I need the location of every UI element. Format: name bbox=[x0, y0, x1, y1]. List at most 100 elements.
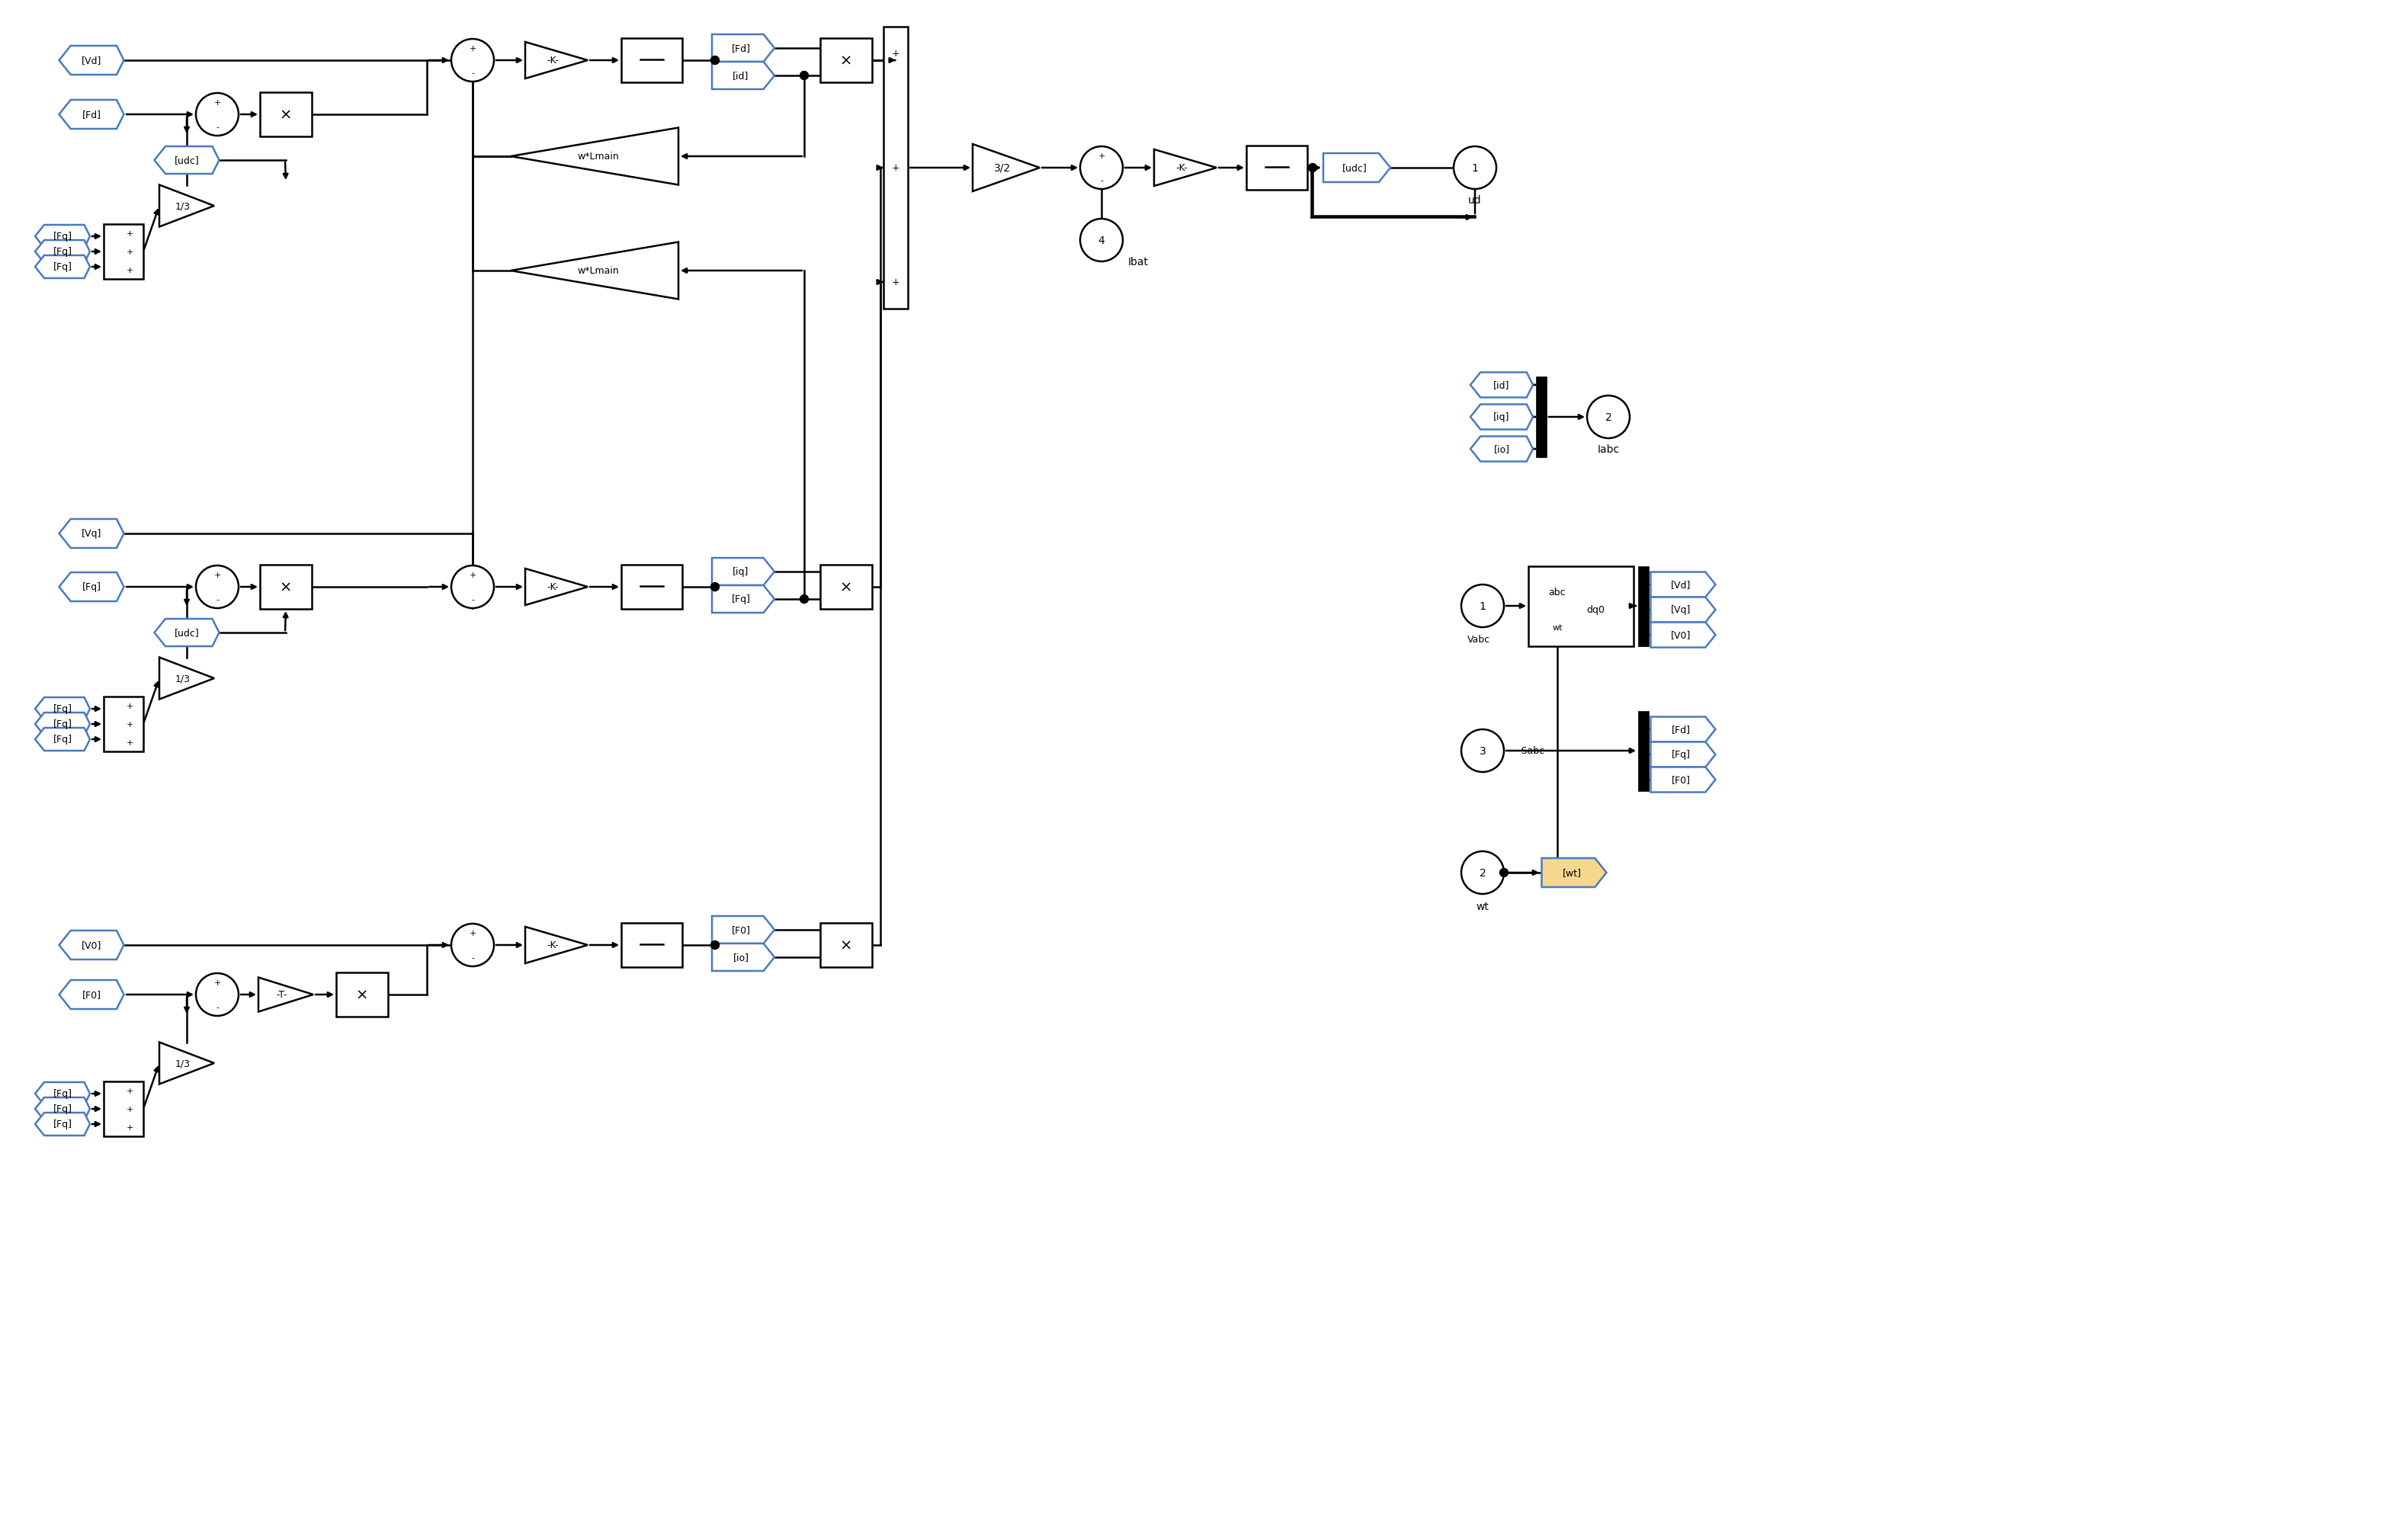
Polygon shape bbox=[1652, 573, 1714, 597]
Circle shape bbox=[1081, 220, 1122, 261]
Text: [udc]: [udc] bbox=[1341, 163, 1368, 173]
Polygon shape bbox=[1324, 154, 1389, 183]
FancyBboxPatch shape bbox=[260, 93, 311, 138]
Text: abc: abc bbox=[1548, 588, 1565, 597]
Circle shape bbox=[1462, 585, 1505, 628]
Polygon shape bbox=[36, 698, 89, 721]
Polygon shape bbox=[1652, 767, 1714, 793]
Text: 3/2: 3/2 bbox=[995, 163, 1011, 174]
Polygon shape bbox=[36, 241, 89, 263]
Polygon shape bbox=[1652, 597, 1714, 623]
Text: s: s bbox=[648, 593, 655, 604]
Text: +: + bbox=[125, 1086, 132, 1094]
FancyBboxPatch shape bbox=[621, 923, 681, 967]
Polygon shape bbox=[60, 981, 123, 1010]
FancyBboxPatch shape bbox=[621, 38, 681, 83]
Text: w*Lmain: w*Lmain bbox=[578, 151, 619, 162]
Circle shape bbox=[799, 72, 809, 81]
Text: +: + bbox=[891, 163, 901, 173]
Text: -: - bbox=[472, 69, 474, 76]
Text: s: s bbox=[1274, 174, 1281, 185]
FancyBboxPatch shape bbox=[104, 697, 144, 752]
Circle shape bbox=[1308, 163, 1317, 173]
Text: ud: ud bbox=[1469, 196, 1481, 206]
Text: [Vq]: [Vq] bbox=[1671, 605, 1690, 616]
Text: ×: × bbox=[840, 581, 852, 594]
Polygon shape bbox=[713, 585, 775, 613]
Polygon shape bbox=[510, 243, 679, 299]
Text: +: + bbox=[470, 571, 477, 579]
Text: 4: 4 bbox=[1098, 235, 1105, 246]
Circle shape bbox=[450, 924, 494, 967]
Text: -: - bbox=[472, 953, 474, 961]
Text: -K-: -K- bbox=[1175, 163, 1187, 173]
Polygon shape bbox=[60, 931, 123, 960]
FancyBboxPatch shape bbox=[1536, 377, 1546, 458]
Polygon shape bbox=[36, 729, 89, 752]
FancyBboxPatch shape bbox=[104, 225, 144, 280]
Polygon shape bbox=[36, 1112, 89, 1135]
Text: +: + bbox=[470, 44, 477, 52]
Polygon shape bbox=[159, 1042, 214, 1085]
FancyBboxPatch shape bbox=[821, 38, 872, 83]
Text: +: + bbox=[125, 1123, 132, 1131]
FancyBboxPatch shape bbox=[1637, 567, 1649, 646]
Text: wt: wt bbox=[1553, 623, 1563, 631]
Circle shape bbox=[710, 584, 720, 591]
Text: —Sabc: —Sabc bbox=[1512, 746, 1544, 756]
Text: [Vq]: [Vq] bbox=[82, 529, 101, 539]
Text: [Fd]: [Fd] bbox=[1671, 724, 1690, 735]
Polygon shape bbox=[713, 63, 775, 90]
Polygon shape bbox=[36, 714, 89, 736]
Text: -K-: -K- bbox=[547, 57, 559, 66]
Polygon shape bbox=[973, 145, 1040, 193]
Text: -: - bbox=[217, 596, 219, 604]
Text: ×: × bbox=[840, 53, 852, 69]
Text: [Vd]: [Vd] bbox=[82, 57, 101, 66]
Text: ×: × bbox=[279, 581, 291, 594]
Text: [iq]: [iq] bbox=[1493, 413, 1510, 422]
Polygon shape bbox=[36, 255, 89, 278]
Text: ×: × bbox=[840, 938, 852, 952]
Text: Ibat: Ibat bbox=[1129, 257, 1149, 267]
Text: [Fq]: [Fq] bbox=[53, 232, 72, 241]
Text: Vabc: Vabc bbox=[1466, 636, 1491, 645]
Circle shape bbox=[710, 941, 720, 949]
Text: +: + bbox=[125, 249, 132, 255]
Polygon shape bbox=[60, 573, 123, 602]
Text: [udc]: [udc] bbox=[173, 628, 200, 637]
Text: [Fq]: [Fq] bbox=[53, 704, 72, 714]
Text: [F0]: [F0] bbox=[732, 924, 751, 935]
Text: ×: × bbox=[279, 108, 291, 122]
Text: +: + bbox=[125, 703, 132, 711]
Text: wt: wt bbox=[1476, 902, 1488, 912]
Text: [Fq]: [Fq] bbox=[732, 594, 751, 605]
FancyBboxPatch shape bbox=[1529, 567, 1633, 646]
Text: Iabc: Iabc bbox=[1597, 445, 1621, 455]
Text: s: s bbox=[648, 67, 655, 78]
Text: [Fq]: [Fq] bbox=[82, 582, 101, 593]
Circle shape bbox=[450, 40, 494, 83]
Polygon shape bbox=[1652, 623, 1714, 648]
Polygon shape bbox=[159, 185, 214, 228]
Text: -K-: -K- bbox=[547, 582, 559, 593]
Text: [Fq]: [Fq] bbox=[53, 1089, 72, 1099]
Polygon shape bbox=[510, 128, 679, 185]
Text: 1: 1 bbox=[648, 575, 655, 585]
FancyBboxPatch shape bbox=[337, 973, 388, 1018]
Polygon shape bbox=[60, 101, 123, 130]
Polygon shape bbox=[1153, 150, 1216, 186]
Text: [F0]: [F0] bbox=[1671, 775, 1690, 785]
Text: dq0: dq0 bbox=[1587, 605, 1604, 616]
Polygon shape bbox=[258, 978, 313, 1012]
Text: +: + bbox=[891, 49, 901, 60]
Polygon shape bbox=[36, 1097, 89, 1120]
Text: 1: 1 bbox=[648, 47, 655, 58]
Text: 2: 2 bbox=[1606, 413, 1611, 423]
FancyBboxPatch shape bbox=[621, 565, 681, 610]
Text: -: - bbox=[217, 1004, 219, 1012]
Text: +: + bbox=[470, 929, 477, 937]
Text: -T-: -T- bbox=[277, 990, 287, 999]
FancyBboxPatch shape bbox=[1637, 711, 1649, 792]
Text: [id]: [id] bbox=[732, 72, 749, 81]
